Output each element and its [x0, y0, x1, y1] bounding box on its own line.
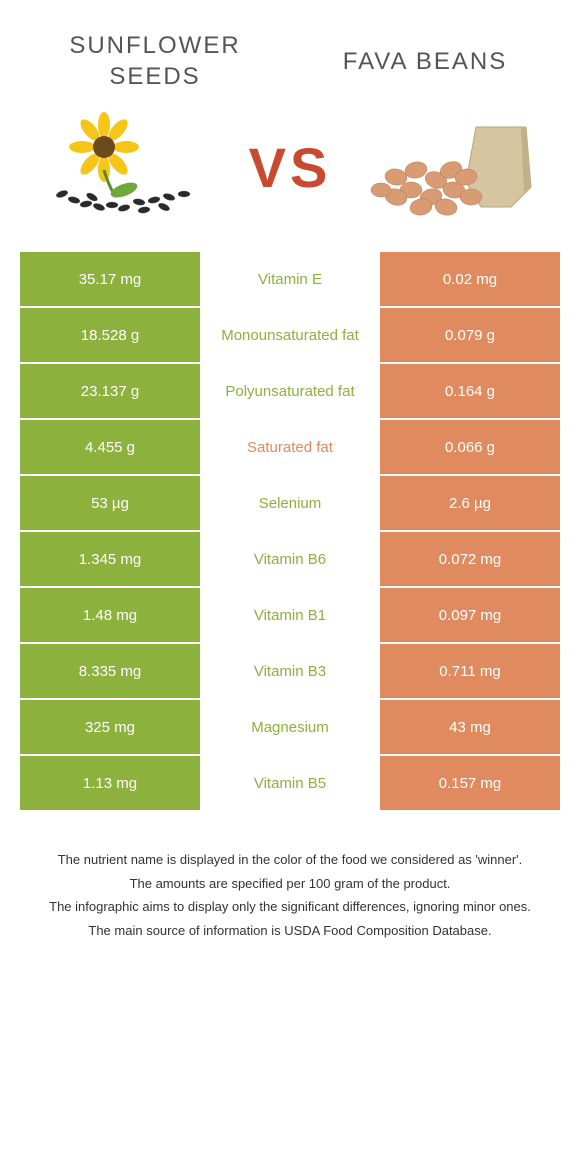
table-row: 35.17 mgVitamin E0.02 mg	[20, 252, 560, 306]
comparison-table: 35.17 mgVitamin E0.02 mg18.528 gMonounsa…	[20, 252, 560, 810]
nutrient-label-cell: Vitamin E	[200, 252, 380, 306]
table-row: 4.455 gSaturated fat0.066 g	[20, 420, 560, 474]
left-value-cell: 1.345 mg	[20, 532, 200, 586]
left-food-header: SUNFLOWER SEEDS	[20, 30, 290, 92]
right-value-cell: 0.157 mg	[380, 756, 560, 810]
nutrient-label-cell: Vitamin B3	[200, 644, 380, 698]
left-value-cell: 18.528 g	[20, 308, 200, 362]
left-value-cell: 23.137 g	[20, 364, 200, 418]
right-value-cell: 0.711 mg	[380, 644, 560, 698]
right-value-cell: 0.072 mg	[380, 532, 560, 586]
left-value-cell: 1.13 mg	[20, 756, 200, 810]
footnote-line: The amounts are specified per 100 gram o…	[30, 874, 550, 894]
table-row: 1.13 mgVitamin B50.157 mg	[20, 756, 560, 810]
nutrient-label-cell: Monounsaturated fat	[200, 308, 380, 362]
table-row: 53 µgSelenium2.6 µg	[20, 476, 560, 530]
table-row: 8.335 mgVitamin B30.711 mg	[20, 644, 560, 698]
footnote-line: The infographic aims to display only the…	[30, 897, 550, 917]
nutrient-label-cell: Vitamin B1	[200, 588, 380, 642]
table-row: 23.137 gPolyunsaturated fat0.164 g	[20, 364, 560, 418]
nutrient-label-cell: Vitamin B6	[200, 532, 380, 586]
nutrient-label-cell: Magnesium	[200, 700, 380, 754]
table-row: 18.528 gMonounsaturated fat0.079 g	[20, 308, 560, 362]
images-row: VS	[0, 102, 580, 252]
table-row: 1.345 mgVitamin B60.072 mg	[20, 532, 560, 586]
table-row: 325 mgMagnesium43 mg	[20, 700, 560, 754]
right-value-cell: 43 mg	[380, 700, 560, 754]
sunflower-icon	[44, 112, 214, 222]
right-value-cell: 0.066 g	[380, 420, 560, 474]
right-value-cell: 0.097 mg	[380, 588, 560, 642]
right-value-cell: 2.6 µg	[380, 476, 560, 530]
nutrient-label-cell: Selenium	[200, 476, 380, 530]
favabeans-icon	[366, 112, 536, 222]
right-food-title: FAVA BEANS	[290, 46, 560, 77]
favabeans-image	[341, 112, 560, 222]
nutrient-label-cell: Vitamin B5	[200, 756, 380, 810]
right-value-cell: 0.164 g	[380, 364, 560, 418]
left-food-title: SUNFLOWER SEEDS	[20, 30, 290, 92]
table-row: 1.48 mgVitamin B10.097 mg	[20, 588, 560, 642]
footnotes: The nutrient name is displayed in the co…	[0, 840, 580, 984]
left-value-cell: 4.455 g	[20, 420, 200, 474]
sunflower-image	[20, 112, 239, 222]
left-value-cell: 1.48 mg	[20, 588, 200, 642]
right-value-cell: 0.02 mg	[380, 252, 560, 306]
nutrient-label-cell: Polyunsaturated fat	[200, 364, 380, 418]
right-value-cell: 0.079 g	[380, 308, 560, 362]
header: SUNFLOWER SEEDS FAVA BEANS	[0, 0, 580, 102]
left-value-cell: 8.335 mg	[20, 644, 200, 698]
nutrient-label-cell: Saturated fat	[200, 420, 380, 474]
left-value-cell: 53 µg	[20, 476, 200, 530]
vs-label: VS	[239, 135, 342, 200]
footnote-line: The nutrient name is displayed in the co…	[30, 850, 550, 870]
right-food-header: FAVA BEANS	[290, 46, 560, 77]
left-value-cell: 325 mg	[20, 700, 200, 754]
footnote-line: The main source of information is USDA F…	[30, 921, 550, 941]
left-value-cell: 35.17 mg	[20, 252, 200, 306]
